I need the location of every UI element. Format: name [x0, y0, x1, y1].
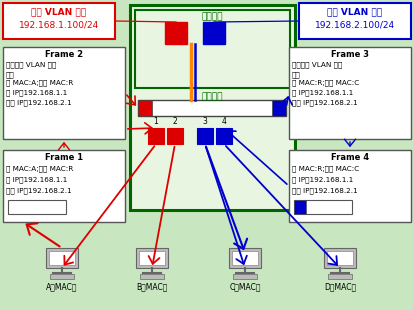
Bar: [293, 200, 305, 214]
Bar: [228, 248, 260, 268]
Text: 附加蓝色 VLAN 识别: 附加蓝色 VLAN 识别: [291, 61, 342, 68]
Text: 目标 IP：192.168.2.1: 目标 IP：192.168.2.1: [291, 187, 357, 194]
Bar: [166, 128, 183, 144]
Bar: [8, 200, 66, 214]
Text: 3: 3: [202, 117, 207, 126]
Text: 附加红色 VLAN 识别: 附加红色 VLAN 识别: [6, 61, 56, 68]
Bar: [147, 128, 164, 144]
Text: 192.168.1.100/24: 192.168.1.100/24: [19, 20, 99, 29]
Bar: [327, 274, 351, 279]
Text: 源 MAC:R;目标 MAC:C: 源 MAC:R;目标 MAC:C: [291, 79, 358, 86]
Text: 源 IP：192.168.1.1: 源 IP：192.168.1.1: [6, 89, 67, 95]
Text: 192.168.2.100/24: 192.168.2.100/24: [314, 20, 394, 29]
Text: 目标 IP：192.168.2.1: 目标 IP：192.168.2.1: [291, 99, 357, 106]
Bar: [231, 251, 257, 265]
Text: 源 MAC:A;目标 MAC:R: 源 MAC:A;目标 MAC:R: [6, 165, 73, 172]
Text: D（MAC）: D（MAC）: [323, 282, 355, 291]
Bar: [202, 22, 224, 44]
Text: 红色 VLAN 接口: 红色 VLAN 接口: [31, 7, 86, 16]
Bar: [288, 47, 410, 139]
Bar: [138, 100, 285, 116]
Text: 信息: 信息: [291, 71, 300, 78]
Bar: [136, 248, 168, 268]
Text: A（MAC）: A（MAC）: [46, 282, 78, 291]
Text: 源 IP：192.168.1.1: 源 IP：192.168.1.1: [291, 89, 352, 95]
Bar: [298, 3, 410, 39]
Bar: [50, 274, 74, 279]
Text: 目标 IP：192.168.2.1: 目标 IP：192.168.2.1: [6, 187, 71, 194]
Text: 信息: 信息: [6, 71, 15, 78]
Text: Frame 1: Frame 1: [45, 153, 83, 162]
Bar: [165, 22, 187, 44]
Bar: [49, 251, 75, 265]
Bar: [46, 248, 78, 268]
Text: 源 IP：192.168.1.1: 源 IP：192.168.1.1: [291, 176, 352, 183]
Text: 交换模块: 交换模块: [201, 92, 223, 101]
Bar: [130, 5, 294, 210]
Bar: [139, 251, 165, 265]
Bar: [326, 251, 352, 265]
Bar: [271, 100, 285, 116]
Bar: [140, 274, 164, 279]
Text: Frame 3: Frame 3: [330, 50, 368, 59]
Text: 源 MAC:R;目标 MAC:C: 源 MAC:R;目标 MAC:C: [291, 165, 358, 172]
Text: 4: 4: [221, 117, 226, 126]
Bar: [323, 248, 355, 268]
Text: 2: 2: [172, 117, 177, 126]
Text: 目标 IP：192.168.2.1: 目标 IP：192.168.2.1: [6, 99, 71, 106]
Text: 蓝色 VLAN 接口: 蓝色 VLAN 接口: [327, 7, 382, 16]
Bar: [293, 200, 351, 214]
Bar: [3, 47, 125, 139]
Text: 源 IP：192.168.1.1: 源 IP：192.168.1.1: [6, 176, 67, 183]
Text: 1: 1: [153, 117, 158, 126]
Text: Frame 2: Frame 2: [45, 50, 83, 59]
Bar: [197, 128, 212, 144]
Bar: [3, 150, 125, 222]
Bar: [216, 128, 231, 144]
Text: B（MAC）: B（MAC）: [136, 282, 167, 291]
Text: 源 MAC:A;目标 MAC:R: 源 MAC:A;目标 MAC:R: [6, 79, 73, 86]
Text: 路由模块: 路由模块: [201, 12, 223, 21]
Bar: [138, 100, 152, 116]
Text: Frame 4: Frame 4: [330, 153, 368, 162]
Bar: [288, 150, 410, 222]
Bar: [3, 3, 115, 39]
Text: C（MAC）: C（MAC）: [229, 282, 260, 291]
Bar: [233, 274, 256, 279]
Bar: [135, 10, 289, 88]
